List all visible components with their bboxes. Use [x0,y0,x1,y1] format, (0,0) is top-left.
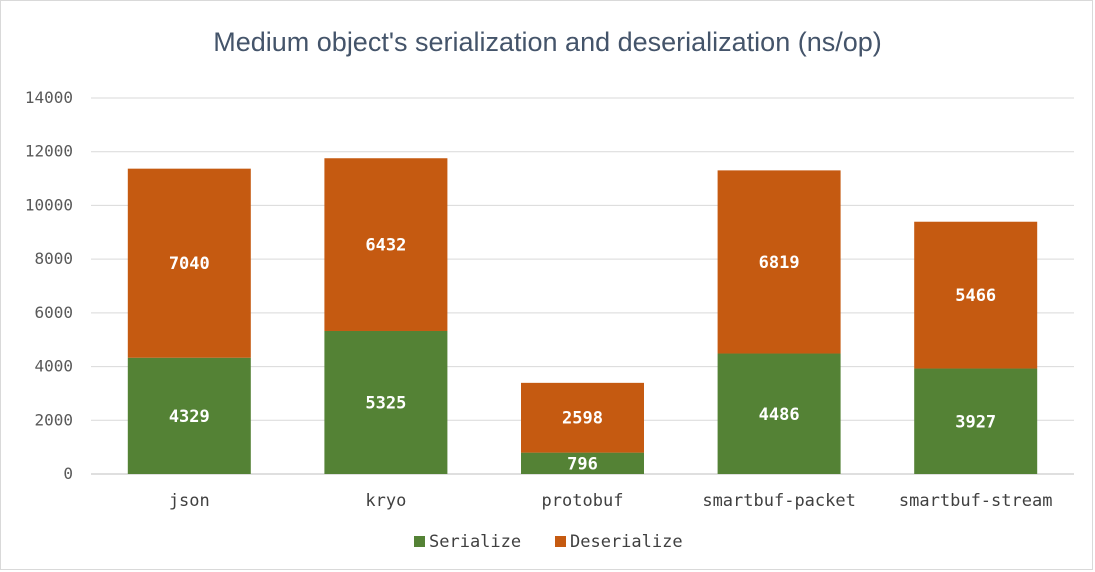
data-label: 6432 [365,236,406,256]
data-label: 3927 [955,412,996,432]
data-label: 6819 [759,253,800,273]
x-tick-label: protobuf [542,491,624,511]
y-tick-label: 0 [63,464,73,483]
x-tick-label: json [169,491,210,511]
bar-serialize-smartbuf-packet [717,353,841,474]
bar-serialize-json [127,357,251,474]
legend-swatch-serialize [414,536,425,547]
chart-title: Medium object's serialization and deseri… [213,27,882,57]
legend-label: Serialize [429,532,521,552]
y-tick-label: 12000 [25,142,73,161]
bar-deserialize-smartbuf-packet [717,170,841,354]
y-tick-label: 14000 [25,88,73,107]
data-label: 5466 [955,286,996,306]
bar-deserialize-protobuf [521,382,644,453]
data-label: 5325 [365,393,406,413]
bar-serialize-smartbuf-stream [914,368,1038,474]
data-label: 4486 [759,405,800,425]
data-label: 2598 [562,409,603,429]
x-tick-label: kryo [365,491,406,511]
legend-swatch-deserialize [555,536,566,547]
y-tick-label: 6000 [34,303,73,322]
bar-serialize-protobuf [521,452,644,474]
data-label: 7040 [169,254,210,274]
bar-deserialize-kryo [324,158,448,331]
data-label: 4329 [169,407,210,427]
x-tick-label: smartbuf-stream [899,491,1053,511]
y-tick-label: 10000 [25,195,73,214]
bar-deserialize-smartbuf-stream [914,221,1038,369]
bar-serialize-kryo [324,330,448,474]
x-tick-label: smartbuf-packet [702,491,856,511]
legend-label: Deserialize [570,532,683,552]
bar-deserialize-json [127,168,251,358]
data-label: 796 [567,454,598,474]
y-tick-label: 4000 [34,357,73,376]
y-tick-label: 8000 [34,249,73,268]
y-tick-label: 2000 [34,410,73,429]
